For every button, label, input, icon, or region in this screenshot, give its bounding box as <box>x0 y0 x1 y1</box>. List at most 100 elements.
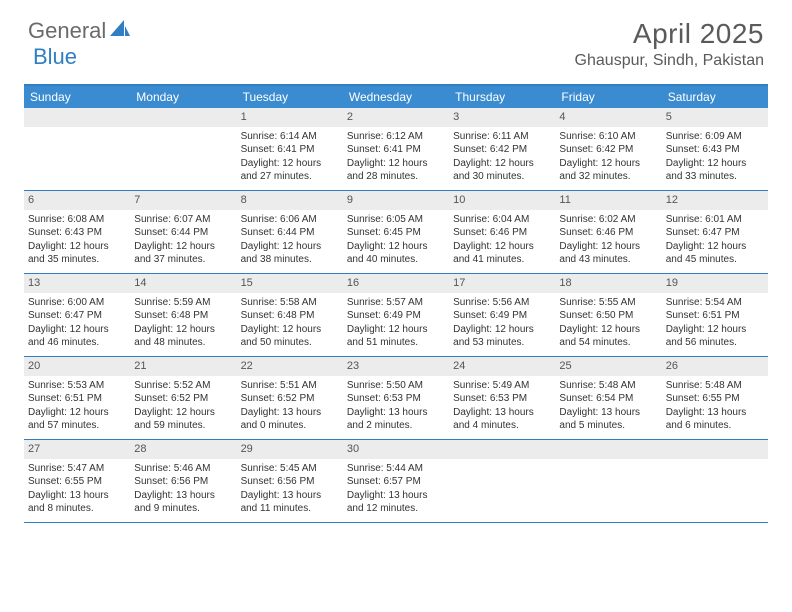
day-cell: 9 Sunrise: 6:05 AMSunset: 6:45 PMDaylight… <box>343 191 449 273</box>
day-cell: 26Sunrise: 5:48 AMSunset: 6:55 PMDayligh… <box>662 357 768 439</box>
sunrise-text: Sunrise: 6:05 AM <box>347 213 445 227</box>
day-number: 7 <box>130 191 236 210</box>
sunrise-text: Sunrise: 6:09 AM <box>666 130 764 144</box>
location-label: Ghauspur, Sindh, Pakistan <box>575 52 764 70</box>
sunset-text: Sunset: 6:54 PM <box>559 392 657 406</box>
dow-monday: Monday <box>130 86 236 108</box>
daylight-text: Daylight: 12 hours and 56 minutes. <box>666 323 764 350</box>
sunrise-text: Sunrise: 5:46 AM <box>134 462 232 476</box>
day-number: 4 <box>555 108 661 127</box>
day-cell: 13Sunrise: 6:00 AMSunset: 6:47 PMDayligh… <box>24 274 130 356</box>
day-cell: 25Sunrise: 5:48 AMSunset: 6:54 PMDayligh… <box>555 357 661 439</box>
day-number: 10 <box>449 191 555 210</box>
weeks-container: 1Sunrise: 6:14 AMSunset: 6:41 PMDaylight… <box>24 108 768 523</box>
header: General April 2025 Ghauspur, Sindh, Paki… <box>0 0 792 78</box>
day-cell: 11Sunrise: 6:02 AMSunset: 6:46 PMDayligh… <box>555 191 661 273</box>
sunset-text: Sunset: 6:49 PM <box>453 309 551 323</box>
day-number: 28 <box>130 440 236 459</box>
sunrise-text: Sunrise: 6:01 AM <box>666 213 764 227</box>
day-cell: 29Sunrise: 5:45 AMSunset: 6:56 PMDayligh… <box>237 440 343 522</box>
sunset-text: Sunset: 6:55 PM <box>666 392 764 406</box>
day-number <box>449 440 555 459</box>
day-cell <box>662 440 768 522</box>
sunrise-text: Sunrise: 5:48 AM <box>559 379 657 393</box>
day-cell: 17Sunrise: 5:56 AMSunset: 6:49 PMDayligh… <box>449 274 555 356</box>
daylight-text: Daylight: 12 hours and 46 minutes. <box>28 323 126 350</box>
sunset-text: Sunset: 6:46 PM <box>559 226 657 240</box>
dow-thursday: Thursday <box>449 86 555 108</box>
sunset-text: Sunset: 6:41 PM <box>241 143 339 157</box>
sunset-text: Sunset: 6:53 PM <box>347 392 445 406</box>
sunset-text: Sunset: 6:56 PM <box>134 475 232 489</box>
dow-saturday: Saturday <box>662 86 768 108</box>
day-number: 13 <box>24 274 130 293</box>
day-number: 19 <box>662 274 768 293</box>
sunrise-text: Sunrise: 5:56 AM <box>453 296 551 310</box>
day-number <box>130 108 236 127</box>
sunrise-text: Sunrise: 5:48 AM <box>666 379 764 393</box>
week-row: 13Sunrise: 6:00 AMSunset: 6:47 PMDayligh… <box>24 274 768 357</box>
sunrise-text: Sunrise: 6:06 AM <box>241 213 339 227</box>
daylight-text: Daylight: 12 hours and 35 minutes. <box>28 240 126 267</box>
day-number: 27 <box>24 440 130 459</box>
day-number: 14 <box>130 274 236 293</box>
logo-blue-text: Blue <box>33 44 77 70</box>
day-number <box>555 440 661 459</box>
daylight-text: Daylight: 12 hours and 53 minutes. <box>453 323 551 350</box>
daylight-text: Daylight: 12 hours and 40 minutes. <box>347 240 445 267</box>
day-cell: 10Sunrise: 6:04 AMSunset: 6:46 PMDayligh… <box>449 191 555 273</box>
sunrise-text: Sunrise: 5:50 AM <box>347 379 445 393</box>
sunset-text: Sunset: 6:46 PM <box>453 226 551 240</box>
day-cell <box>24 108 130 190</box>
day-number: 29 <box>237 440 343 459</box>
sunset-text: Sunset: 6:41 PM <box>347 143 445 157</box>
sunset-text: Sunset: 6:50 PM <box>559 309 657 323</box>
daylight-text: Daylight: 12 hours and 43 minutes. <box>559 240 657 267</box>
sunset-text: Sunset: 6:42 PM <box>453 143 551 157</box>
sunset-text: Sunset: 6:45 PM <box>347 226 445 240</box>
daylight-text: Daylight: 12 hours and 41 minutes. <box>453 240 551 267</box>
day-number: 30 <box>343 440 449 459</box>
day-cell: 4Sunrise: 6:10 AMSunset: 6:42 PMDaylight… <box>555 108 661 190</box>
day-cell: 15Sunrise: 5:58 AMSunset: 6:48 PMDayligh… <box>237 274 343 356</box>
daylight-text: Daylight: 13 hours and 9 minutes. <box>134 489 232 516</box>
day-cell: 22Sunrise: 5:51 AMSunset: 6:52 PMDayligh… <box>237 357 343 439</box>
sunset-text: Sunset: 6:43 PM <box>666 143 764 157</box>
daylight-text: Daylight: 13 hours and 6 minutes. <box>666 406 764 433</box>
sunset-text: Sunset: 6:43 PM <box>28 226 126 240</box>
daylight-text: Daylight: 13 hours and 12 minutes. <box>347 489 445 516</box>
day-number: 8 <box>237 191 343 210</box>
calendar: Sunday Monday Tuesday Wednesday Thursday… <box>24 84 768 523</box>
daylight-text: Daylight: 13 hours and 8 minutes. <box>28 489 126 516</box>
daylight-text: Daylight: 12 hours and 59 minutes. <box>134 406 232 433</box>
sunrise-text: Sunrise: 5:53 AM <box>28 379 126 393</box>
sunrise-text: Sunrise: 5:49 AM <box>453 379 551 393</box>
daylight-text: Daylight: 12 hours and 51 minutes. <box>347 323 445 350</box>
sunset-text: Sunset: 6:49 PM <box>347 309 445 323</box>
day-number: 22 <box>237 357 343 376</box>
daylight-text: Daylight: 13 hours and 5 minutes. <box>559 406 657 433</box>
daylight-text: Daylight: 13 hours and 0 minutes. <box>241 406 339 433</box>
dow-sunday: Sunday <box>24 86 130 108</box>
sunset-text: Sunset: 6:42 PM <box>559 143 657 157</box>
sunset-text: Sunset: 6:52 PM <box>241 392 339 406</box>
day-number: 5 <box>662 108 768 127</box>
day-cell: 2Sunrise: 6:12 AMSunset: 6:41 PMDaylight… <box>343 108 449 190</box>
dow-wednesday: Wednesday <box>343 86 449 108</box>
day-cell <box>555 440 661 522</box>
sunrise-text: Sunrise: 5:44 AM <box>347 462 445 476</box>
day-number: 20 <box>24 357 130 376</box>
day-cell: 28 Sunrise: 5:46 AMSunset: 6:56 PMDayligh… <box>130 440 236 522</box>
day-number: 16 <box>343 274 449 293</box>
day-cell: 30Sunrise: 5:44 AMSunset: 6:57 PMDayligh… <box>343 440 449 522</box>
week-row: 27Sunrise: 5:47 AMSunset: 6:55 PMDayligh… <box>24 440 768 523</box>
week-row: 20Sunrise: 5:53 AMSunset: 6:51 PMDayligh… <box>24 357 768 440</box>
day-of-week-header: Sunday Monday Tuesday Wednesday Thursday… <box>24 86 768 108</box>
sunrise-text: Sunrise: 5:58 AM <box>241 296 339 310</box>
daylight-text: Daylight: 12 hours and 57 minutes. <box>28 406 126 433</box>
daylight-text: Daylight: 13 hours and 2 minutes. <box>347 406 445 433</box>
sunset-text: Sunset: 6:44 PM <box>134 226 232 240</box>
daylight-text: Daylight: 12 hours and 28 minutes. <box>347 157 445 184</box>
logo-sail-icon <box>110 20 130 43</box>
day-number: 9 <box>343 191 449 210</box>
